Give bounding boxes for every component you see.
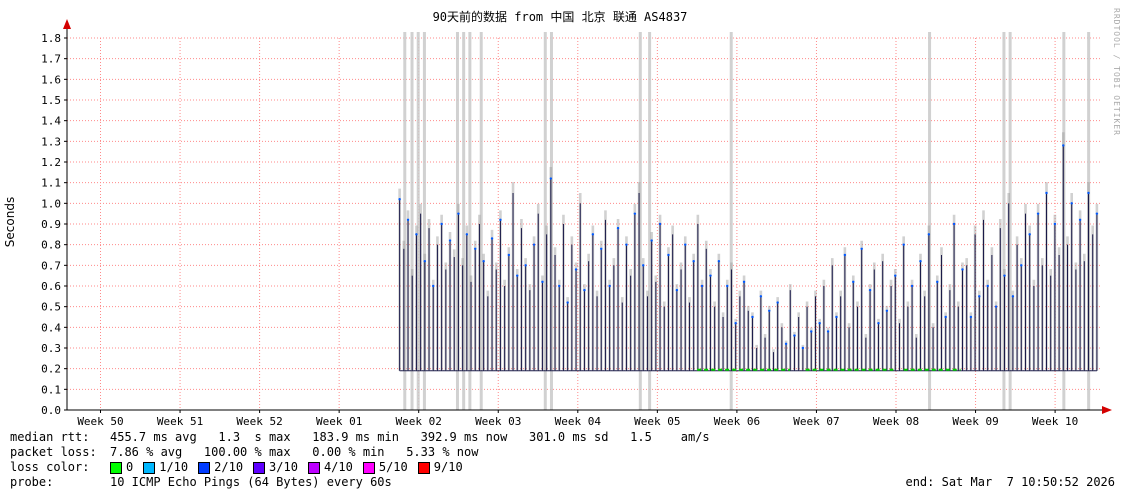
svg-text:Week 10: Week 10	[1032, 415, 1078, 428]
chart-title: 90天前的数据 from 中国 北京 联通 AS4837	[433, 9, 688, 24]
svg-text:Week 06: Week 06	[714, 415, 760, 428]
rrdtool-watermark: RRDTOOL / TOBI OETIKER	[1112, 8, 1121, 136]
loss-color-swatch	[110, 461, 122, 474]
svg-text:Week 09: Week 09	[952, 415, 998, 428]
y-axis-label: Seconds	[3, 197, 17, 247]
loss-color-row: loss color: 0 1/10 2/10 3/10 4/10 5/10 9/10	[10, 460, 1115, 475]
packet-loss-values: 7.86 % avg 100.00 % max 0.00 % min 5.33 …	[110, 445, 479, 459]
svg-text:0.3: 0.3	[41, 342, 61, 355]
svg-text:Week 04: Week 04	[555, 415, 602, 428]
end-timestamp: end: Sat Mar 7 10:50:52 2026	[905, 475, 1115, 489]
svg-text:1.5: 1.5	[41, 94, 61, 107]
svg-text:Week 08: Week 08	[873, 415, 919, 428]
loss-legend-item: 1/10	[143, 460, 188, 475]
svg-text:1.8: 1.8	[41, 32, 61, 45]
probe-line: probe: 10 ICMP Echo Pings (64 Bytes) eve…	[10, 475, 392, 490]
svg-text:0.9: 0.9	[41, 218, 61, 231]
loss-color-swatch	[362, 461, 375, 474]
probe-value: 10 ICMP Echo Pings (64 Bytes) every 60s	[110, 475, 392, 489]
loss-legend-label: 4/10	[323, 460, 353, 474]
loss-color-swatch	[143, 461, 156, 474]
loss-legend-label: 9/10	[433, 460, 463, 474]
svg-text:1.3: 1.3	[41, 135, 61, 148]
probe-row: probe: 10 ICMP Echo Pings (64 Bytes) eve…	[10, 475, 1115, 490]
median-rtt-row: median rtt: 455.7 ms avg 1.3 s max 183.9…	[10, 430, 1115, 445]
svg-text:0.6: 0.6	[41, 280, 61, 293]
probe-label: probe:	[10, 475, 54, 489]
loss-color-swatch	[253, 461, 266, 474]
loss-legend-item: 0	[110, 460, 133, 475]
median-rtt-values: 455.7 ms avg 1.3 s max 183.9 ms min 392.…	[110, 430, 710, 444]
loss-legend-item: 3/10	[253, 460, 298, 475]
loss-legend-items: 0 1/10 2/10 3/10 4/10 5/10 9/10	[110, 460, 473, 475]
svg-text:0.5: 0.5	[41, 301, 61, 314]
svg-text:Week 52: Week 52	[236, 415, 282, 428]
loss-legend-item: 9/10	[417, 460, 463, 475]
svg-text:0.4: 0.4	[41, 321, 61, 334]
graph-stats: median rtt: 455.7 ms avg 1.3 s max 183.9…	[10, 430, 1115, 490]
svg-text:1.1: 1.1	[41, 177, 61, 190]
svg-text:1.0: 1.0	[41, 197, 61, 210]
loss-legend-label: 3/10	[269, 460, 298, 474]
loss-color-label: loss color:	[10, 460, 90, 474]
svg-text:Week 02: Week 02	[396, 415, 442, 428]
loss-legend-label: 5/10	[378, 460, 408, 474]
loss-legend-item: 5/10	[362, 460, 408, 475]
svg-text:Week 05: Week 05	[634, 415, 680, 428]
svg-text:Week 50: Week 50	[77, 415, 123, 428]
loss-color-swatch	[417, 461, 430, 474]
svg-text:0.7: 0.7	[41, 259, 61, 272]
chart-svg: 90天前的数据 from 中国 北京 联通 AS4837 Seconds RRD…	[3, 8, 1121, 428]
loss-legend-item: 4/10	[307, 460, 353, 475]
svg-text:1.4: 1.4	[41, 115, 61, 128]
svg-text:1.2: 1.2	[41, 156, 61, 169]
median-rtt-label: median rtt:	[10, 430, 90, 444]
loss-color-swatch	[198, 461, 211, 474]
loss-color-swatch	[307, 461, 320, 474]
svg-text:Week 51: Week 51	[157, 415, 203, 428]
loss-legend-label: 0	[126, 460, 134, 474]
loss-legend-item: 2/10	[198, 460, 243, 475]
svg-text:Week 07: Week 07	[793, 415, 839, 428]
svg-text:0.0: 0.0	[41, 404, 61, 417]
svg-text:1.6: 1.6	[41, 73, 61, 86]
packet-loss-label: packet loss:	[10, 445, 97, 459]
svg-text:1.7: 1.7	[41, 53, 61, 66]
svg-text:0.1: 0.1	[41, 383, 61, 396]
svg-text:0.8: 0.8	[41, 239, 61, 252]
loss-legend-label: 2/10	[214, 460, 244, 474]
chart-plot: 0.0 0.1 0.2 0.3 0.4 0.5 0.6 0.7 0.8 0.9 1.0 1.1 1.2 1…	[41, 19, 1112, 428]
svg-text:Week 01: Week 01	[316, 415, 362, 428]
loss-legend-label: 1/10	[159, 460, 189, 474]
svg-text:Week 03: Week 03	[475, 415, 521, 428]
svg-text:0.2: 0.2	[41, 363, 61, 376]
packet-loss-row: packet loss: 7.86 % avg 100.00 % max 0.0…	[10, 445, 1115, 460]
